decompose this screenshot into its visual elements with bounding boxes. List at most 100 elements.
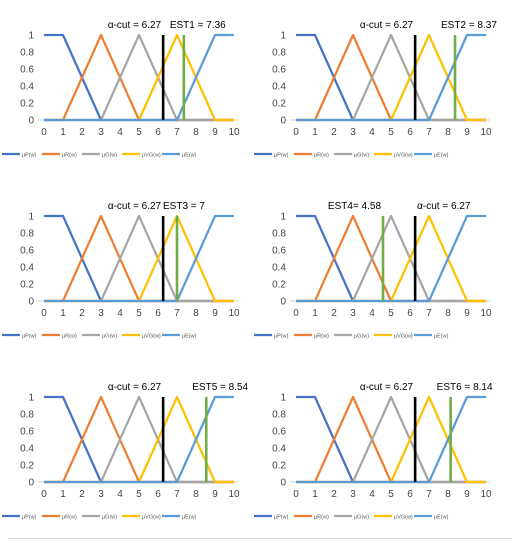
legend-label: μVG(w) [394,334,413,340]
x-tick-label: 8 [193,489,199,500]
x-tick-label: 7 [174,308,180,319]
legend-label: μP(w) [274,334,289,340]
y-tick-label: 1 [28,393,34,404]
y-tick-label: 0.2 [272,280,286,291]
chart-panel-1: 00.20.40.60.810 1 2 3 4 5 6 7 8 9 10α-cut = 6.27 ES… [2,20,240,159]
y-tick-label: 0.4 [272,444,286,455]
series-line-2 [44,214,234,303]
legend-label: μVG(w) [142,515,161,521]
x-tick-label: 2 [79,127,85,138]
legend-label: μR(w) [62,334,77,340]
x-tick-label: 9 [212,489,218,500]
x-tick-label: 0 [41,308,47,319]
x-tick-label: 7 [426,127,432,138]
x-tick-label: 3 [98,127,104,138]
x-tick-label: 9 [464,127,470,138]
x-tick-label: 2 [79,308,85,319]
y-tick-label: 0.2 [272,461,286,472]
legend-label: μP(w) [22,515,37,521]
series-line-2 [296,395,486,484]
y-tick-label: 0 [28,116,34,127]
y-tick-label: 1 [280,393,286,404]
x-tick-label: 4 [369,489,375,500]
legend-label: μE(w) [434,334,449,340]
legend-label: μP(w) [22,153,37,159]
series-line-3 [296,395,486,484]
alpha-cut-label: α-cut = 6.27 [108,201,162,212]
legend-label: μG(w) [354,334,369,340]
y-tick-label: 1 [280,31,286,42]
x-tick-label: 9 [464,308,470,319]
series-line-2 [296,33,486,122]
x-tick-label: 4 [117,127,123,138]
y-tick-label: 0.8 [272,410,286,421]
series-line-5 [296,33,486,122]
x-tick-label: 5 [388,127,394,138]
y-tick-label: 0.6 [20,65,34,76]
alpha-cut-label: α-cut = 6.27 [108,20,162,31]
est-label: EST5 = 8.54 [192,382,248,393]
series-line-4 [296,395,486,484]
y-tick-label: 0.4 [20,444,34,455]
x-tick-label: 10 [228,489,240,500]
x-tick-label: 5 [136,127,142,138]
x-tick-label: 1 [312,308,318,319]
legend-label: μR(w) [62,515,77,521]
y-tick-label: 0.8 [20,48,34,59]
series-line-4 [296,33,486,122]
x-tick-label: 6 [155,127,161,138]
x-tick-label: 6 [407,489,413,500]
est-label: EST6 = 8.14 [437,382,493,393]
x-tick-label: 10 [480,489,492,500]
series-line-1 [44,214,234,303]
x-tick-label: 2 [331,127,337,138]
x-tick-label: 2 [331,308,337,319]
y-tick-label: 0 [28,297,34,308]
legend-label: μVG(w) [142,153,161,159]
y-tick-label: 0.4 [20,82,34,93]
series-line-4 [44,214,234,303]
x-tick-label: 5 [136,489,142,500]
x-tick-label: 9 [464,489,470,500]
x-tick-label: 6 [155,489,161,500]
x-tick-label: 4 [369,127,375,138]
series-line-3 [44,33,234,122]
legend-label: μG(w) [354,153,369,159]
y-tick-label: 0.8 [20,229,34,240]
x-tick-label: 9 [212,127,218,138]
x-tick-label: 10 [480,308,492,319]
y-tick-label: 0.2 [20,461,34,472]
x-tick-label: 0 [293,489,299,500]
y-tick-label: 0 [280,478,286,489]
series-line-3 [44,214,234,303]
y-tick-label: 0.8 [20,410,34,421]
x-tick-label: 5 [388,489,394,500]
chart-panel-3: 00.20.40.60.810 1 2 3 4 5 6 7 8 9 10α-cut = 6.27 ES… [2,201,240,340]
series-line-1 [44,33,234,122]
x-tick-label: 0 [293,308,299,319]
legend-label: μG(w) [102,515,117,521]
y-tick-label: 0 [28,478,34,489]
x-tick-label: 1 [312,127,318,138]
legend-label: μVG(w) [142,334,161,340]
x-tick-label: 10 [480,127,492,138]
y-tick-label: 0.6 [272,246,286,257]
legend-label: μP(w) [22,334,37,340]
x-tick-label: 2 [331,489,337,500]
legend-label: μVG(w) [394,515,413,521]
series-line-4 [44,33,234,122]
x-tick-label: 6 [155,308,161,319]
x-tick-label: 6 [407,127,413,138]
y-tick-label: 1 [280,212,286,223]
series-line-5 [44,214,234,303]
x-tick-label: 8 [193,127,199,138]
x-tick-label: 1 [60,489,66,500]
legend-label: μE(w) [434,153,449,159]
series-line-2 [44,33,234,122]
x-tick-label: 4 [117,489,123,500]
y-tick-label: 0 [280,297,286,308]
bottom-divider [8,538,512,539]
est-label: EST1 = 7.36 [170,20,226,31]
y-tick-label: 0.6 [20,246,34,257]
